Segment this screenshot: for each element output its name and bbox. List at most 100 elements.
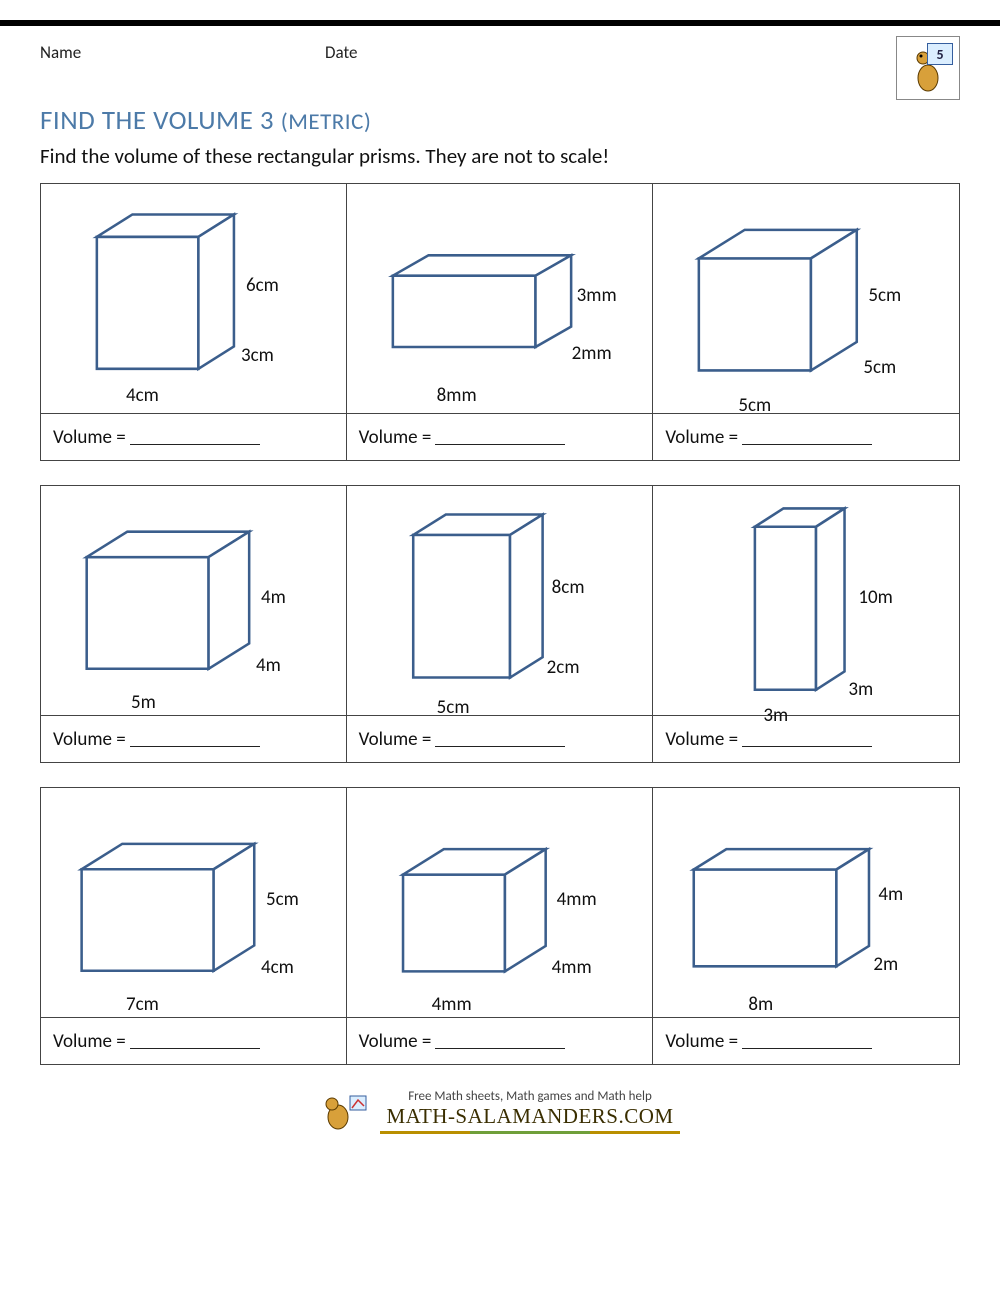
dim-depth: 4m xyxy=(256,654,281,677)
volume-label: Volume = xyxy=(359,1030,432,1053)
worksheet-title: FIND THE VOLUME 3 (METRIC) xyxy=(40,104,960,137)
dim-width: 7cm xyxy=(126,993,159,1016)
prism-area: 4mm 4mm 4mm xyxy=(347,788,653,1018)
name-date-line: Name Date xyxy=(40,36,357,63)
title-main: FIND THE VOLUME 3 xyxy=(40,104,274,137)
prism-area: 5cm 4cm 7cm xyxy=(41,788,346,1018)
prism-area: 8cm 2cm 5cm xyxy=(347,486,653,716)
dim-height: 10m xyxy=(858,586,892,609)
prism-area: 4m 4m 5m xyxy=(41,486,346,716)
grade-logo-badge: 5 xyxy=(896,36,960,100)
problem-row: 4m4m5mVolume = 8cm2cm5cmVolume = 10m3m3m… xyxy=(40,485,960,763)
dim-depth: 4mm xyxy=(552,956,592,979)
footer-underline xyxy=(380,1131,680,1134)
prism-diagram xyxy=(41,788,346,1022)
instructions-text: Find the volume of these rectangular pri… xyxy=(40,143,960,169)
dim-depth: 2cm xyxy=(547,656,580,679)
volume-label: Volume = xyxy=(53,426,126,449)
dim-width: 5m xyxy=(131,691,156,714)
dim-width: 8mm xyxy=(437,384,477,407)
answer-blank[interactable] xyxy=(130,1033,260,1049)
dim-width: 8m xyxy=(748,993,773,1016)
prism-diagram xyxy=(347,788,653,1022)
prism-area: 5cm 5cm 5cm xyxy=(653,184,959,414)
answer-blank[interactable] xyxy=(435,1033,565,1049)
worksheet-page: Name Date 5 FIND THE VOLUME 3 (METRIC) F… xyxy=(0,26,1000,1156)
dim-height: 5cm xyxy=(266,888,299,911)
volume-label: Volume = xyxy=(53,728,126,751)
answer-blank[interactable] xyxy=(742,429,872,445)
answer-line: Volume = xyxy=(41,716,346,762)
problem-cell: 5cm5cm5cmVolume = xyxy=(653,183,960,461)
problem-cell: 4m 2m 8m Volume = xyxy=(653,787,960,1065)
dim-depth: 5cm xyxy=(863,356,896,379)
prism-diagram xyxy=(653,184,959,418)
volume-label: Volume = xyxy=(665,728,738,751)
problem-cell: 5cm 4cm 7cmVolume = xyxy=(40,787,347,1065)
dim-width: 5cm xyxy=(437,696,470,719)
grade-number-box: 5 xyxy=(927,43,953,65)
dim-height: 3mm xyxy=(577,284,617,307)
page-footer: Free Math sheets, Math games and Math he… xyxy=(40,1089,960,1136)
volume-label: Volume = xyxy=(359,728,432,751)
dim-height: 4m xyxy=(261,586,286,609)
volume-label: Volume = xyxy=(665,426,738,449)
problem-cell: 4mm4mm4mmVolume = xyxy=(347,787,654,1065)
dim-depth: 2mm xyxy=(572,342,612,365)
footer-tagline: Free Math sheets, Math games and Math he… xyxy=(380,1089,680,1104)
answer-line: Volume = xyxy=(653,414,959,460)
dim-depth: 2m xyxy=(873,953,898,976)
problem-row: 5cm4cm7cmVolume = 4mm4mm4mmVolume = 4m2m… xyxy=(40,787,960,1065)
dim-depth: 4cm xyxy=(261,956,294,979)
answer-line: Volume = xyxy=(41,414,346,460)
problem-row: 6cm3cm4cmVolume = 3mm2mm8mmVolume = 5cm5… xyxy=(40,183,960,461)
dim-depth: 3cm xyxy=(241,344,274,367)
prism-area: 4m 2m 8m xyxy=(653,788,959,1018)
problem-cell: 10m 3m 3m Volume = xyxy=(653,485,960,763)
answer-blank[interactable] xyxy=(130,731,260,747)
answer-line: Volume = xyxy=(347,414,653,460)
problem-cell: 3mm 2mm 8mmVolume = xyxy=(347,183,654,461)
date-label: Date xyxy=(325,42,357,63)
problem-cell: 6cm 3cm 4cmVolume = xyxy=(40,183,347,461)
problem-cell: 4m 4m 5mVolume = xyxy=(40,485,347,763)
dim-height: 8cm xyxy=(552,576,585,599)
prism-diagram xyxy=(653,788,959,1022)
prism-diagram xyxy=(41,184,346,418)
header-row: Name Date 5 xyxy=(40,36,960,100)
answer-line: Volume = xyxy=(347,716,653,762)
answer-blank[interactable] xyxy=(435,429,565,445)
dim-height: 4m xyxy=(878,883,903,906)
dim-width: 3m xyxy=(763,704,788,727)
dim-height: 5cm xyxy=(868,284,901,307)
volume-label: Volume = xyxy=(665,1030,738,1053)
dim-width: 4cm xyxy=(126,384,159,407)
answer-blank[interactable] xyxy=(742,1033,872,1049)
answer-blank[interactable] xyxy=(130,429,260,445)
prism-diagram xyxy=(653,486,959,720)
prism-diagram xyxy=(347,486,653,720)
prism-area: 6cm 3cm 4cm xyxy=(41,184,346,414)
prism-area: 3mm 2mm 8mm xyxy=(347,184,653,414)
salamander-icon xyxy=(320,1092,370,1132)
answer-line: Volume = xyxy=(653,716,959,762)
answer-line: Volume = xyxy=(41,1018,346,1064)
volume-label: Volume = xyxy=(359,426,432,449)
answer-line: Volume = xyxy=(653,1018,959,1064)
volume-label: Volume = xyxy=(53,1030,126,1053)
dim-depth: 3m xyxy=(848,678,873,701)
problem-cell: 8cm 2cm 5cmVolume = xyxy=(347,485,654,763)
dim-width: 5cm xyxy=(738,394,771,417)
dim-height: 6cm xyxy=(246,274,279,297)
footer-site-name: MATH-SALAMANDERS.COM xyxy=(380,1104,680,1129)
dim-width: 4mm xyxy=(432,993,472,1016)
name-label: Name xyxy=(40,42,81,63)
problems-grid: 6cm3cm4cmVolume = 3mm2mm8mmVolume = 5cm5… xyxy=(40,183,960,1065)
prism-area: 10m3m3m xyxy=(653,486,959,716)
dim-height: 4mm xyxy=(557,888,597,911)
title-subtitle: (METRIC) xyxy=(281,108,372,136)
prism-diagram xyxy=(41,486,346,720)
answer-blank[interactable] xyxy=(435,731,565,747)
answer-line: Volume = xyxy=(347,1018,653,1064)
answer-blank[interactable] xyxy=(742,731,872,747)
